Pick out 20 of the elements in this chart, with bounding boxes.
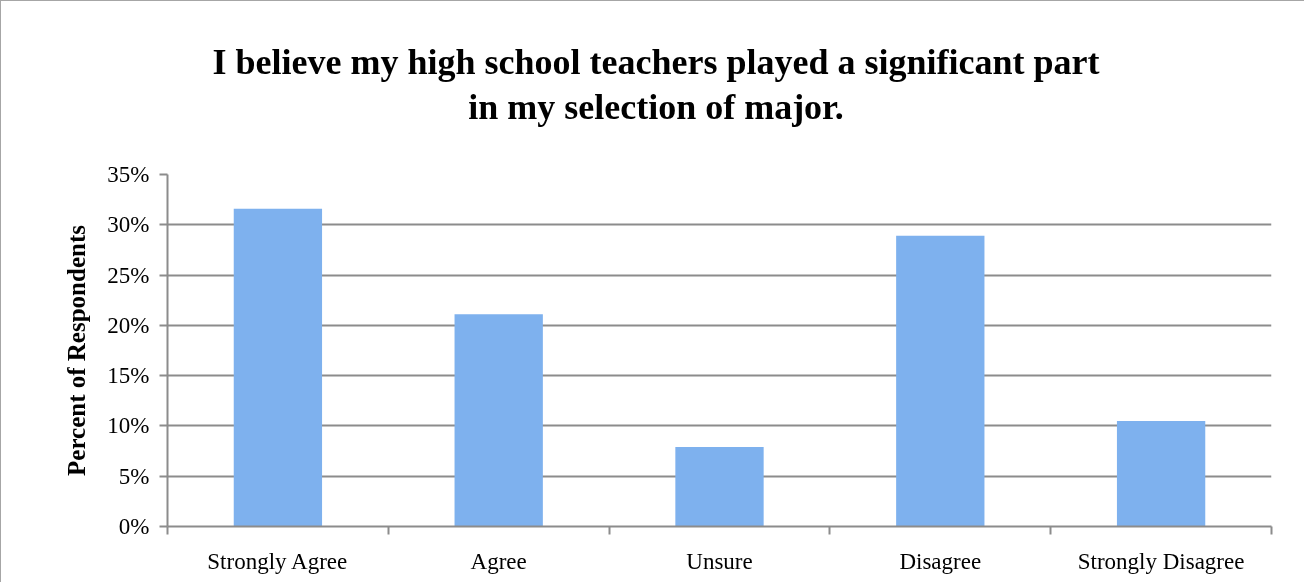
x-tick-label: Unsure xyxy=(686,548,753,574)
y-tick-label: 15% xyxy=(107,363,150,389)
x-tick-label: Strongly Agree xyxy=(207,548,348,574)
chart-title: I believe my high school teachers played a significant part in my selection of major. xyxy=(212,41,1100,129)
bar xyxy=(675,447,764,527)
y-tick-label: 0% xyxy=(118,514,150,539)
y-tick-label: 20% xyxy=(107,312,150,338)
bar xyxy=(1116,420,1206,527)
y-axis-title: Percent of Respondents xyxy=(63,224,91,476)
x-tick-label: Disagree xyxy=(899,548,982,574)
bar xyxy=(454,314,543,527)
y-tick-label: 35% xyxy=(107,162,150,187)
y-tick-label: 10% xyxy=(107,413,150,439)
bar xyxy=(896,235,985,527)
x-tick-label: Agree xyxy=(470,548,527,574)
bar xyxy=(233,208,323,527)
y-tick-label: 25% xyxy=(107,262,150,288)
x-tick-label: Strongly Disagree xyxy=(1077,548,1245,574)
y-tick-label: 5% xyxy=(118,463,150,489)
y-tick-label: 30% xyxy=(107,212,150,238)
